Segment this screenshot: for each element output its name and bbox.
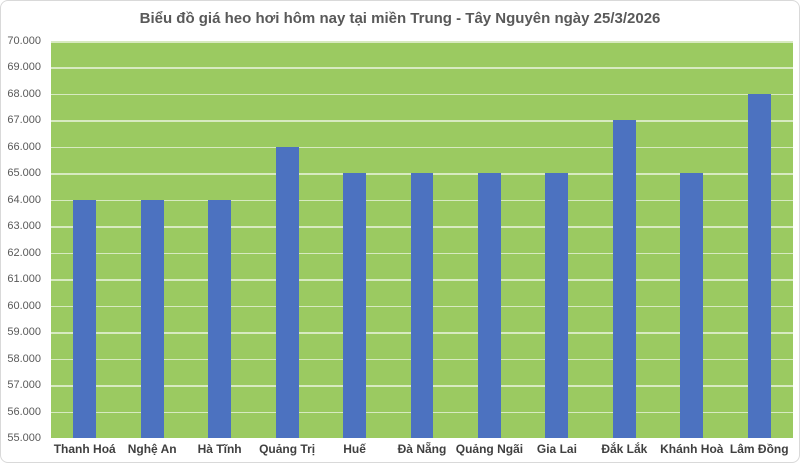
x-category-label: Quảng Trị [259,442,316,456]
x-category-label: Đà Nẵng [397,442,447,456]
gridline [51,41,793,43]
y-tick-label: 56.000 [7,405,41,418]
y-axis: 70.000 69.000 68.000 67.000 66.000 65.000 64.0… [1,1,41,462]
plot-area [51,41,793,440]
bar-slot [523,41,590,438]
bar [208,199,232,438]
x-category-label: Thanh Hoá [53,442,116,456]
x-category-label: Hà Tĩnh [197,442,242,456]
y-tick-label: 70.000 [7,35,41,47]
x-axis: Thanh Hoá Nghệ An Hà Tĩnh Quảng Trị Huế Đà Nẵ… [51,442,793,456]
gridline [51,120,793,122]
bar-slot [186,41,253,438]
bar [477,173,501,438]
x-category-label: Nghệ An [127,442,177,456]
gridline [51,67,793,69]
bar-slot [118,41,185,438]
chart-title: Biểu đồ giá heo hơi hôm nay tại miền Tru… [139,10,661,27]
y-tick-label: 59.000 [7,326,41,339]
bar [680,173,704,438]
y-tick-label: 60.000 [7,299,41,312]
x-category-label: Khánh Hoà [660,442,724,456]
bar [612,120,636,438]
bar-slot [658,41,725,438]
y-tick-label: 66.000 [7,140,41,153]
y-tick-label: 69.000 [7,61,41,74]
bar-slot [591,41,658,438]
y-tick-label: 64.000 [7,193,41,206]
x-category-label: Lâm Đồng [729,442,789,456]
bar-slot [51,41,118,438]
gridline [51,146,793,149]
bar-series [51,41,793,438]
y-tick-label: 61.000 [7,273,41,286]
x-category-label: Huế [343,442,366,456]
bar [343,173,366,438]
y-tick-label: 67.000 [7,114,41,127]
bar [73,199,97,438]
bar-slot [253,41,320,438]
bar [545,173,569,438]
gridline [51,93,793,96]
y-tick-label: 62.000 [7,246,41,259]
bar-slot [726,41,793,438]
bar [140,199,164,438]
bar [747,93,771,438]
y-tick-label: 55.000 [7,432,41,444]
x-category-label: Quảng Ngãi [455,442,524,456]
bar-slot [456,41,523,438]
y-tick-label: 57.000 [7,379,41,392]
bar [275,146,299,438]
x-category-label: Gia Lai [536,442,577,456]
y-tick-label: 63.000 [7,220,41,233]
y-tick-label: 68.000 [7,87,41,100]
y-tick-label: 58.000 [7,352,41,365]
bar-slot [321,41,388,438]
gridline [51,438,793,440]
bar-slot [388,41,455,438]
y-tick-label: 65.000 [7,167,41,180]
bar [410,173,434,438]
x-category-label: Đắk Lắk [601,442,648,456]
